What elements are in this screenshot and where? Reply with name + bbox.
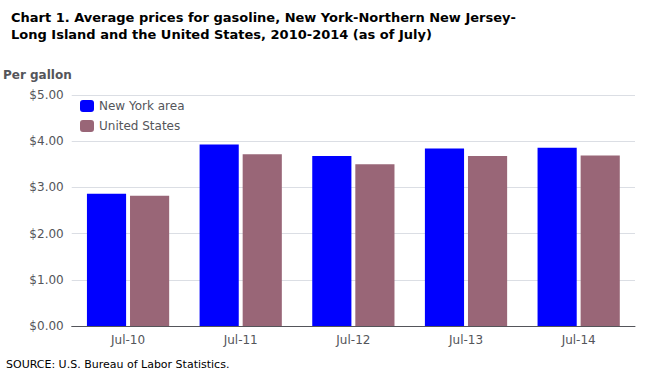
svg-text:$2.00: $2.00 (29, 227, 63, 241)
svg-text:Jul-10: Jul-10 (110, 333, 145, 347)
svg-text:Jul-14: Jul-14 (561, 333, 596, 347)
svg-text:$3.00: $3.00 (29, 180, 63, 194)
svg-text:Per gallon: Per gallon (3, 68, 72, 82)
svg-text:$0.00: $0.00 (29, 319, 63, 333)
svg-text:$4.00: $4.00 (29, 134, 63, 148)
svg-text:New York area: New York area (99, 99, 185, 113)
svg-text:$5.00: $5.00 (29, 88, 63, 102)
svg-text:United States: United States (99, 119, 180, 133)
svg-text:Long Island and the United Sta: Long Island and the United States, 2010-… (11, 27, 432, 42)
svg-text:Chart 1. Average prices for ga: Chart 1. Average prices for gasoline, Ne… (11, 10, 516, 25)
svg-text:SOURCE: U.S. Bureau of Labor S: SOURCE: U.S. Bureau of Labor Statistics. (6, 358, 229, 371)
svg-text:Jul-12: Jul-12 (335, 333, 370, 347)
svg-text:Jul-11: Jul-11 (223, 333, 258, 347)
svg-text:$1.00: $1.00 (29, 273, 63, 287)
svg-text:Jul-13: Jul-13 (448, 333, 483, 347)
